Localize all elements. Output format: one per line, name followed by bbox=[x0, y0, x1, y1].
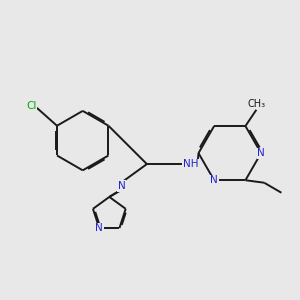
Text: Cl: Cl bbox=[26, 101, 36, 111]
Text: N: N bbox=[257, 148, 265, 158]
Text: CH₃: CH₃ bbox=[247, 99, 266, 109]
Text: NH: NH bbox=[183, 159, 198, 169]
Text: N: N bbox=[118, 181, 126, 191]
Text: N: N bbox=[95, 223, 103, 233]
Text: N: N bbox=[210, 175, 218, 185]
